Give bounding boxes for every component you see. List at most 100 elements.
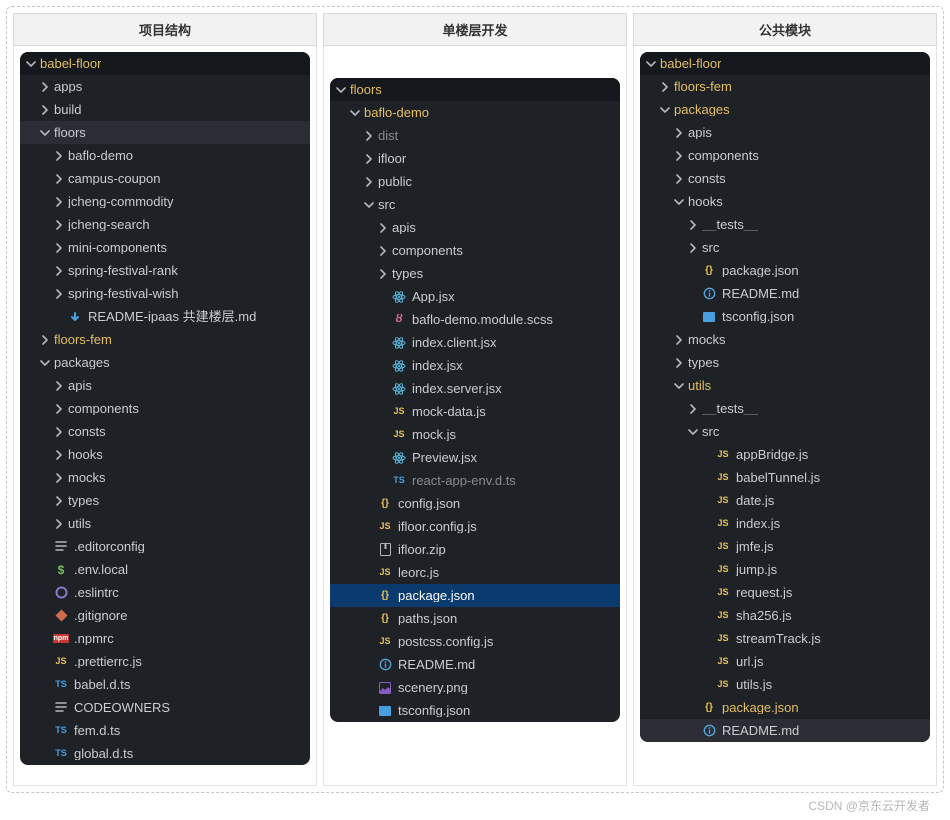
tree-row[interactable]: packages — [20, 351, 310, 374]
tree-row[interactable]: floors-fem — [640, 75, 930, 98]
tree-row[interactable]: JSbabelTunnel.js — [640, 466, 930, 489]
chevron-right-icon[interactable] — [660, 82, 670, 92]
tree-row[interactable]: .editorconfig — [20, 535, 310, 558]
chevron-right-icon[interactable] — [674, 174, 684, 184]
tree-row[interactable]: dist — [330, 124, 620, 147]
tree-row[interactable]: {}package.json — [640, 259, 930, 282]
chevron-right-icon[interactable] — [378, 269, 388, 279]
tree-row[interactable]: components — [640, 144, 930, 167]
tree-row[interactable]: JSutils.js — [640, 673, 930, 696]
tree-row[interactable]: index.jsx — [330, 354, 620, 377]
tree-row[interactable]: src — [640, 236, 930, 259]
chevron-right-icon[interactable] — [54, 289, 64, 299]
chevron-down-icon[interactable] — [674, 381, 684, 391]
tree-row[interactable]: JSurl.js — [640, 650, 930, 673]
tree-row[interactable]: apps — [20, 75, 310, 98]
tree-row[interactable]: hooks — [640, 190, 930, 213]
chevron-right-icon[interactable] — [378, 223, 388, 233]
tree-row[interactable]: mocks — [640, 328, 930, 351]
tree-row[interactable]: README.md — [640, 282, 930, 305]
tree-row[interactable]: types — [640, 351, 930, 374]
chevron-right-icon[interactable] — [54, 243, 64, 253]
tree-row[interactable]: spring-festival-rank — [20, 259, 310, 282]
chevron-right-icon[interactable] — [378, 246, 388, 256]
tree-row[interactable]: JSdate.js — [640, 489, 930, 512]
tree-row[interactable]: src — [640, 420, 930, 443]
chevron-right-icon[interactable] — [364, 177, 374, 187]
tree-row[interactable]: README-ipaas 共建楼层.md — [20, 305, 310, 328]
tree-row[interactable]: ȣbaflo-demo.module.scss — [330, 308, 620, 331]
tree-row[interactable]: JSpostcss.config.js — [330, 630, 620, 653]
tree-row[interactable]: jcheng-search — [20, 213, 310, 236]
tree-row[interactable]: babel-floor — [20, 52, 310, 75]
tree-row[interactable]: types — [20, 489, 310, 512]
tree-row[interactable]: build — [20, 98, 310, 121]
chevron-right-icon[interactable] — [54, 197, 64, 207]
tree-row[interactable]: scenery.png — [330, 676, 620, 699]
tree-row[interactable]: consts — [20, 420, 310, 443]
tree-row[interactable]: components — [330, 239, 620, 262]
tree-row[interactable]: TSreact-app-env.d.ts — [330, 469, 620, 492]
chevron-right-icon[interactable] — [674, 358, 684, 368]
chevron-right-icon[interactable] — [674, 128, 684, 138]
tree-row[interactable]: public — [330, 170, 620, 193]
chevron-right-icon[interactable] — [40, 335, 50, 345]
tree-row[interactable]: consts — [640, 167, 930, 190]
tree-row[interactable]: jcheng-commodity — [20, 190, 310, 213]
tree-row[interactable]: $.env.local — [20, 558, 310, 581]
chevron-right-icon[interactable] — [688, 404, 698, 414]
chevron-right-icon[interactable] — [54, 266, 64, 276]
chevron-right-icon[interactable] — [688, 243, 698, 253]
tree-row[interactable]: JSmock-data.js — [330, 400, 620, 423]
tree-row[interactable]: JS.prettierrc.js — [20, 650, 310, 673]
chevron-down-icon[interactable] — [40, 358, 50, 368]
tree-row[interactable]: {}config.json — [330, 492, 620, 515]
tree-row[interactable]: JSrequest.js — [640, 581, 930, 604]
chevron-right-icon[interactable] — [674, 151, 684, 161]
tree-row[interactable]: mocks — [20, 466, 310, 489]
tree-row[interactable]: ifloor — [330, 147, 620, 170]
tree-row[interactable]: README.md — [330, 653, 620, 676]
chevron-right-icon[interactable] — [674, 335, 684, 345]
tree-row[interactable]: TSfem.d.ts — [20, 719, 310, 742]
tree-row[interactable]: baflo-demo — [330, 101, 620, 124]
tree-row[interactable]: TSbabel.d.ts — [20, 673, 310, 696]
tree-row[interactable]: utils — [20, 512, 310, 535]
chevron-down-icon[interactable] — [336, 85, 346, 95]
chevron-right-icon[interactable] — [688, 220, 698, 230]
tree-row[interactable]: index.client.jsx — [330, 331, 620, 354]
tree-row[interactable]: JSjmfe.js — [640, 535, 930, 558]
chevron-right-icon[interactable] — [54, 381, 64, 391]
tree-row[interactable]: TSglobal.d.ts — [20, 742, 310, 765]
tree-row[interactable]: baflo-demo — [20, 144, 310, 167]
chevron-down-icon[interactable] — [688, 427, 698, 437]
tree-row[interactable]: campus-coupon — [20, 167, 310, 190]
tree-row[interactable]: types — [330, 262, 620, 285]
tree-row[interactable]: {}package.json — [330, 584, 620, 607]
tree-row[interactable]: {}paths.json — [330, 607, 620, 630]
tree-row[interactable]: ifloor.zip — [330, 538, 620, 561]
tree-row[interactable]: .gitignore — [20, 604, 310, 627]
chevron-down-icon[interactable] — [646, 59, 656, 69]
tree-row[interactable]: components — [20, 397, 310, 420]
tree-row[interactable]: floors — [20, 121, 310, 144]
tree-row[interactable]: JSjump.js — [640, 558, 930, 581]
tree-row[interactable]: babel-floor — [640, 52, 930, 75]
tree-row[interactable]: .eslintrc — [20, 581, 310, 604]
chevron-right-icon[interactable] — [54, 519, 64, 529]
chevron-right-icon[interactable] — [54, 174, 64, 184]
tree-row[interactable]: src — [330, 193, 620, 216]
chevron-right-icon[interactable] — [54, 151, 64, 161]
chevron-right-icon[interactable] — [364, 154, 374, 164]
tree-row[interactable]: apis — [20, 374, 310, 397]
tree-row[interactable]: __tests__ — [640, 213, 930, 236]
chevron-right-icon[interactable] — [40, 105, 50, 115]
tree-row[interactable]: npm.npmrc — [20, 627, 310, 650]
tree-row[interactable]: JSappBridge.js — [640, 443, 930, 466]
tree-row[interactable]: packages — [640, 98, 930, 121]
tree-row[interactable]: README.md — [640, 719, 930, 742]
chevron-down-icon[interactable] — [40, 128, 50, 138]
tree-row[interactable]: utils — [640, 374, 930, 397]
tree-row[interactable]: tsconfig.json — [330, 699, 620, 722]
tree-row[interactable]: floors — [330, 78, 620, 101]
